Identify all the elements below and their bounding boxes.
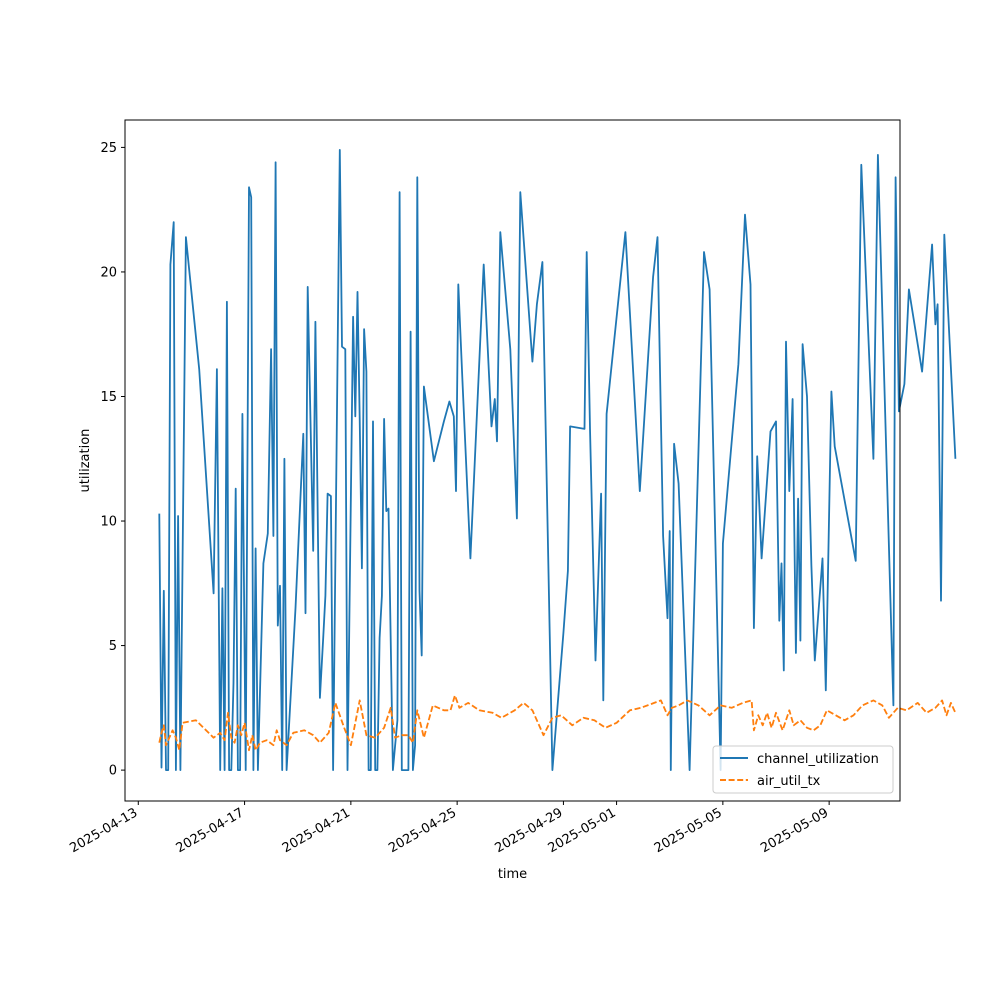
y-tick-label: 5 [109, 639, 117, 654]
y-axis: 0 5 10 15 20 25 [100, 141, 125, 779]
plot-area [158, 148, 957, 771]
legend-label-air-util-tx: air_util_tx [757, 774, 821, 789]
y-tick-label: 15 [100, 390, 117, 405]
legend: channel_utilization air_util_tx [712, 745, 894, 794]
x-axis-title: time [498, 867, 527, 882]
series-line-air-util-tx [158, 694, 957, 752]
axes-frame [124, 119, 901, 802]
y-tick-label: 10 [100, 515, 117, 530]
legend-label-channel-utilization: channel_utilization [757, 752, 879, 767]
legend-box [712, 745, 894, 794]
y-tick-label: 20 [100, 265, 117, 280]
series-line-channel-utilization [158, 148, 957, 771]
y-tick-label: 0 [109, 764, 117, 779]
y-axis-title: utilization [78, 429, 93, 493]
y-tick-label: 25 [100, 141, 117, 156]
